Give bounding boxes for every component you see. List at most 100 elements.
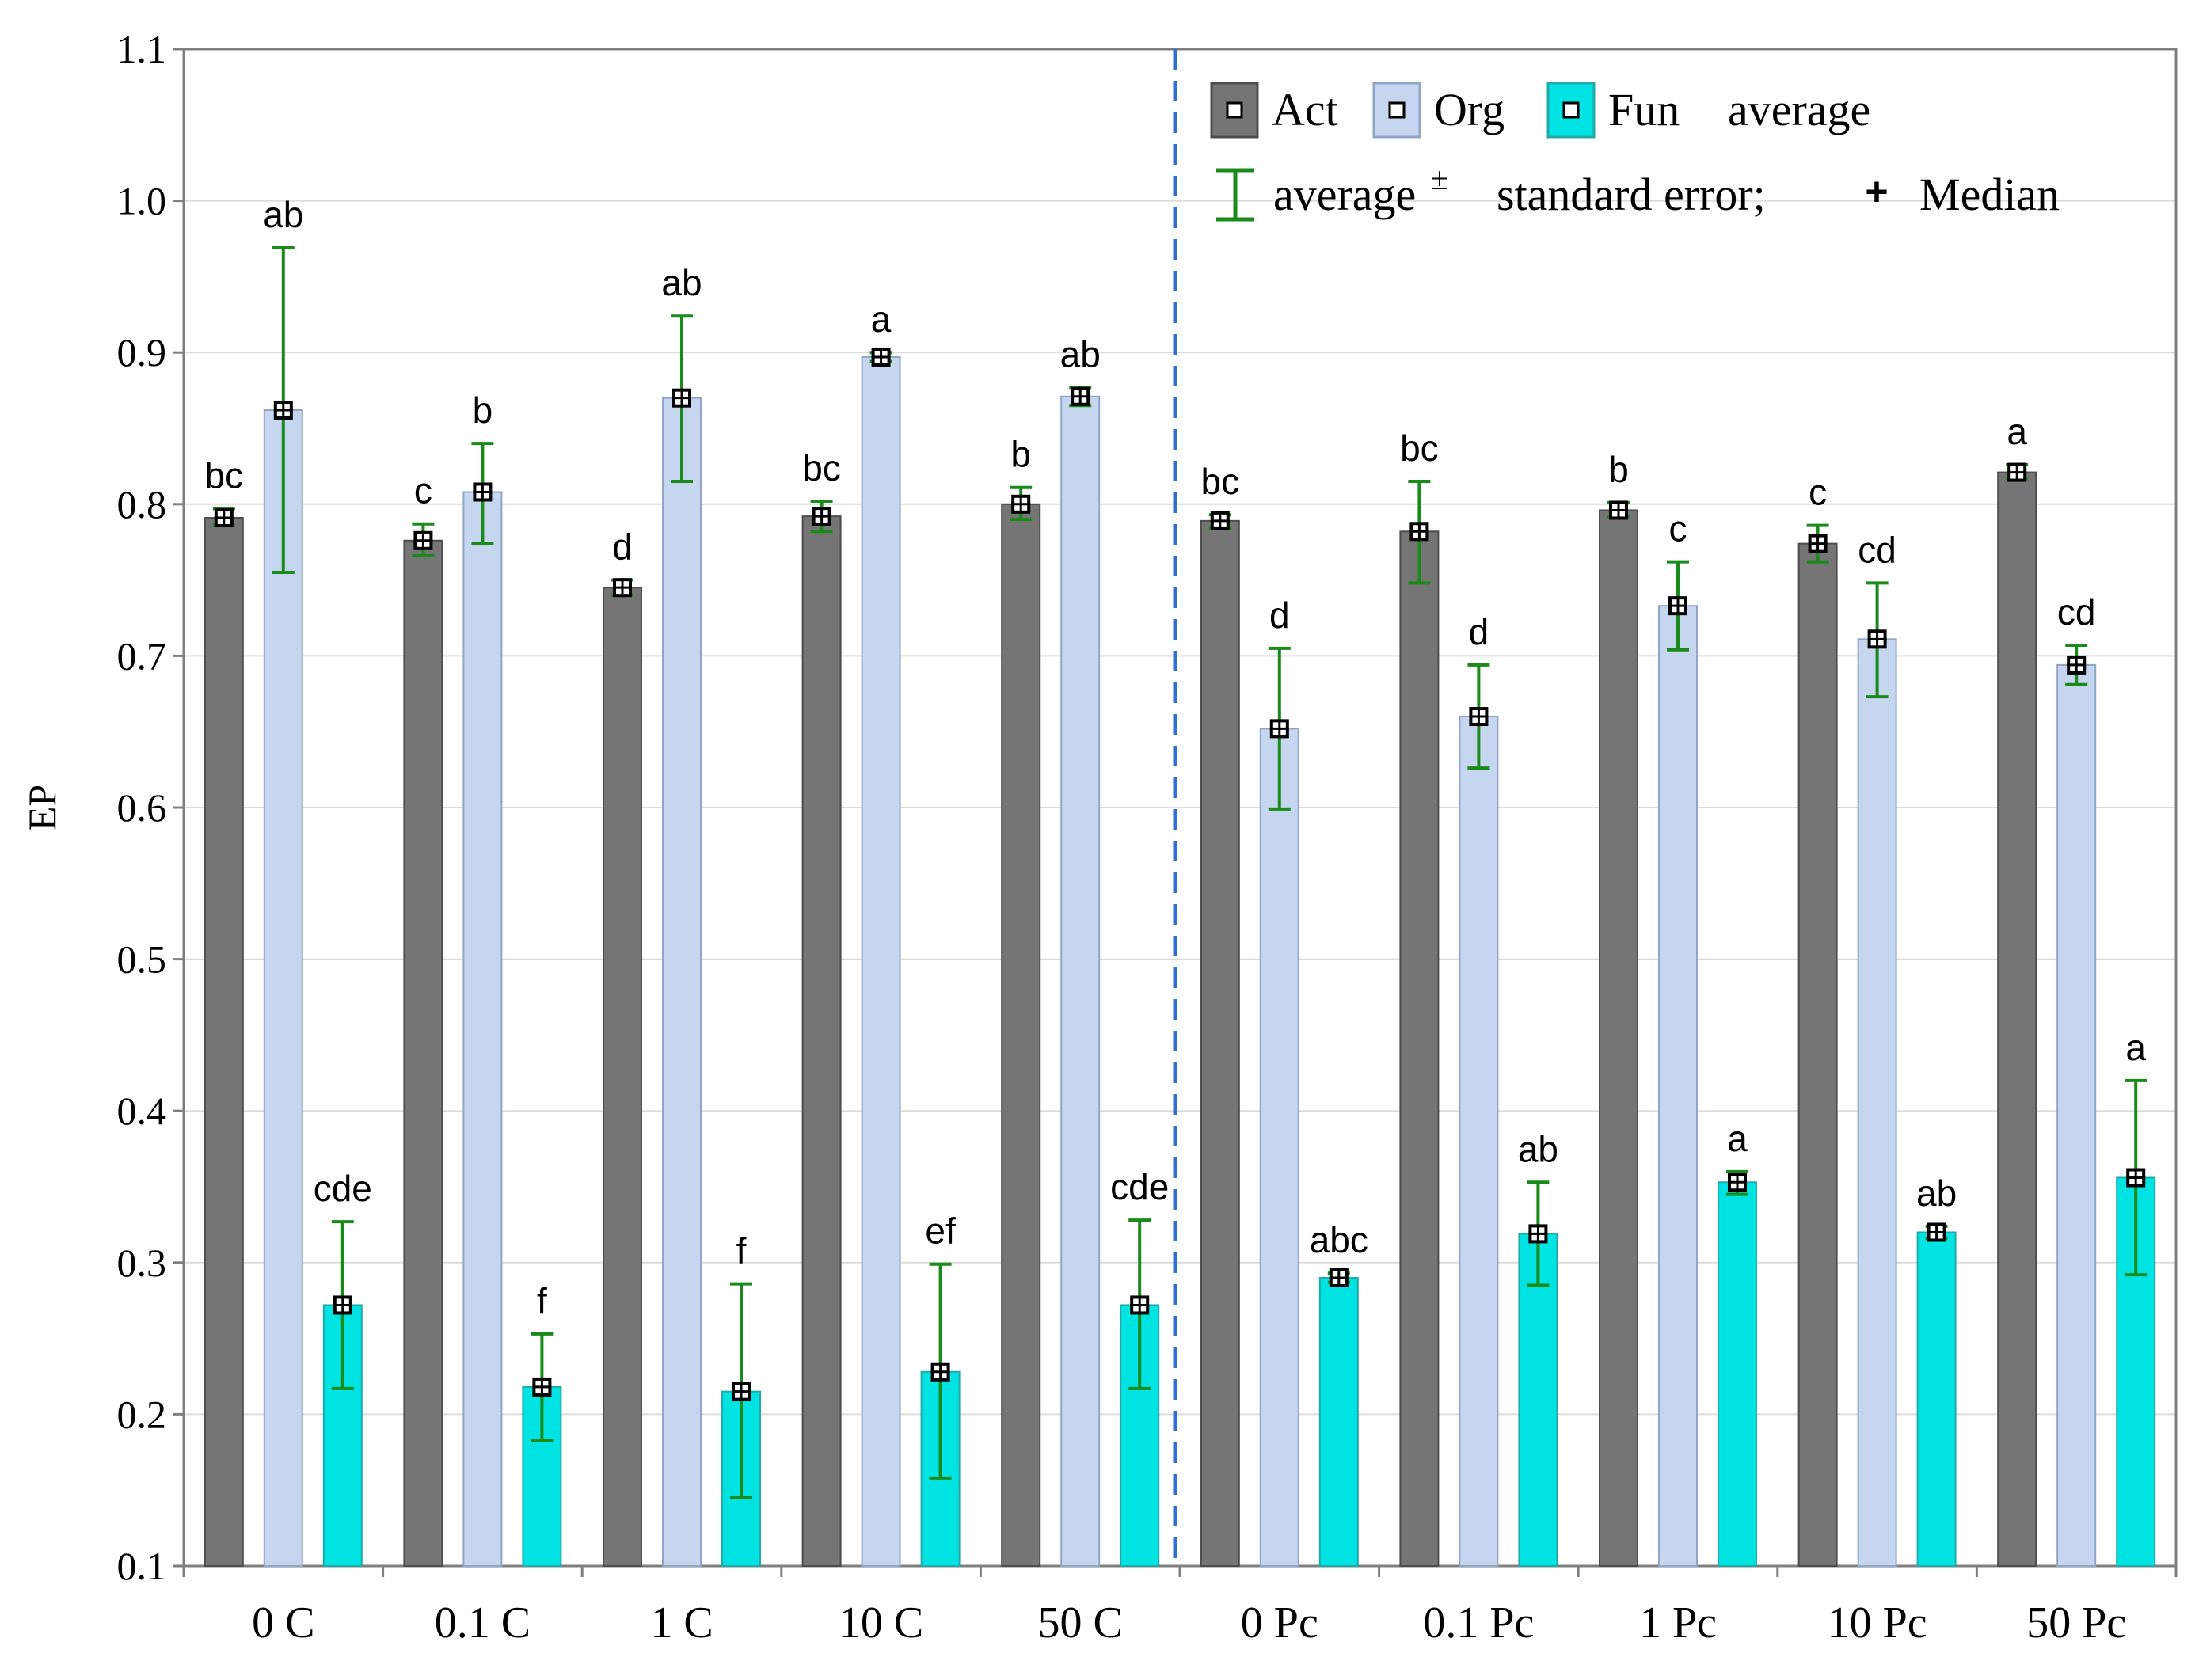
- median-marker: [1808, 534, 1828, 553]
- median-marker: [1071, 386, 1090, 406]
- median-marker: [1609, 500, 1628, 520]
- median-marker: [613, 578, 632, 598]
- significance-letter: ef: [925, 1211, 956, 1252]
- significance-letter: ab: [1060, 333, 1101, 374]
- median-marker: [2067, 655, 2087, 675]
- significance-letter: c: [1669, 508, 1687, 549]
- y-tick-label: 0.1: [117, 1544, 167, 1588]
- bar-act: [1599, 509, 1638, 1567]
- bar-fun: [1916, 1231, 1957, 1567]
- median-marker: [1210, 511, 1230, 530]
- median-marker: [532, 1377, 552, 1397]
- y-tick-label: 0.6: [117, 785, 167, 830]
- median-marker: [1469, 707, 1489, 727]
- bar-act: [1001, 503, 1041, 1567]
- legend-marker: [1226, 101, 1243, 119]
- y-tick-label: 0.9: [117, 330, 167, 374]
- median-marker: [812, 507, 831, 526]
- legend-error-text-left: average: [1273, 169, 1416, 220]
- median-marker: [871, 347, 891, 367]
- bar-org: [2056, 663, 2097, 1567]
- median-marker: [1927, 1222, 1946, 1242]
- significance-letter: cde: [314, 1168, 372, 1209]
- significance-letter: c: [414, 470, 432, 511]
- median-marker: [273, 401, 293, 420]
- x-tick-label: 50 Pc: [2026, 1598, 2126, 1648]
- significance-letter: c: [1809, 472, 1827, 513]
- legend-label-fun: Fun: [1608, 84, 1680, 135]
- legend-median-label: Median: [1919, 169, 2060, 220]
- significance-letter: f: [537, 1280, 547, 1321]
- significance-letter: d: [612, 526, 633, 568]
- bar-act: [603, 587, 642, 1567]
- bar-org: [1459, 716, 1499, 1567]
- x-tick-label: 50 C: [1038, 1598, 1123, 1648]
- bar-fun: [1518, 1233, 1558, 1567]
- y-tick-label: 0.4: [117, 1089, 167, 1133]
- y-tick-label: 0.8: [117, 482, 167, 526]
- significance-letter: ab: [1916, 1173, 1957, 1214]
- significance-letter: a: [2125, 1027, 2146, 1068]
- significance-letter: abc: [1310, 1219, 1368, 1260]
- median-marker: [1269, 719, 1289, 739]
- y-tick-label: 0.5: [117, 937, 167, 982]
- x-tick-label: 1 Pc: [1639, 1598, 1717, 1648]
- legend-median-symbol: +: [1865, 169, 1888, 214]
- significance-letter: cd: [1858, 529, 1896, 570]
- median-marker: [413, 530, 433, 550]
- bar-org: [1658, 605, 1698, 1567]
- bar-fun: [1318, 1276, 1359, 1567]
- significance-letter: d: [1469, 611, 1489, 652]
- legend-marker: [1562, 101, 1580, 119]
- legend-average-label: average: [1728, 84, 1870, 135]
- significance-letter: bc: [1201, 461, 1240, 502]
- median-marker: [1329, 1268, 1349, 1287]
- y-tick-label: 0.7: [117, 633, 167, 678]
- significance-letter: cd: [2057, 591, 2096, 633]
- bar-act: [1399, 530, 1440, 1568]
- median-marker: [1528, 1224, 1548, 1244]
- significance-letter: bc: [802, 447, 841, 488]
- y-tick-label: 0.2: [117, 1392, 167, 1436]
- bar-org: [861, 355, 901, 1567]
- significance-letter: cde: [1110, 1166, 1169, 1207]
- median-marker: [473, 482, 493, 502]
- x-tick-label: 0 Pc: [1241, 1598, 1318, 1648]
- median-marker: [930, 1362, 950, 1382]
- significance-letter: ab: [1518, 1128, 1558, 1169]
- legend-label-org: Org: [1434, 84, 1505, 135]
- median-marker: [732, 1382, 751, 1401]
- bar-org: [1060, 395, 1101, 1567]
- bar-act: [204, 517, 244, 1568]
- significance-letter: a: [871, 298, 892, 340]
- y-tick-label: 1.1: [117, 27, 167, 71]
- significance-letter: d: [1269, 595, 1290, 636]
- significance-letter: a: [2007, 411, 2027, 452]
- x-tick-label: 10 C: [839, 1598, 923, 1648]
- legend-marker: [1388, 101, 1406, 119]
- bar-org: [662, 397, 702, 1567]
- significance-letter: b: [473, 390, 493, 431]
- bar-act: [1997, 471, 2037, 1568]
- median-marker: [1409, 522, 1429, 542]
- bar-org: [263, 409, 303, 1567]
- median-marker: [1130, 1295, 1150, 1315]
- median-marker: [672, 388, 691, 408]
- significance-letter: f: [736, 1230, 747, 1271]
- bar-org: [462, 491, 503, 1567]
- x-tick-label: 0.1 C: [435, 1598, 531, 1648]
- median-marker: [1867, 629, 1887, 649]
- significance-letter: a: [1727, 1118, 1748, 1159]
- x-tick-label: 1 C: [650, 1598, 713, 1648]
- bar-org: [1857, 638, 1897, 1567]
- x-tick-label: 10 Pc: [1828, 1598, 1927, 1648]
- median-marker: [2007, 462, 2027, 482]
- bar-act: [1797, 542, 1838, 1568]
- legend: Act Org Fun average average ± standard error; +…: [1210, 82, 2060, 222]
- bar-fun: [1718, 1181, 1757, 1567]
- y-axis-label: EP: [20, 785, 64, 830]
- median-marker: [214, 508, 234, 528]
- bar-act: [801, 515, 842, 1567]
